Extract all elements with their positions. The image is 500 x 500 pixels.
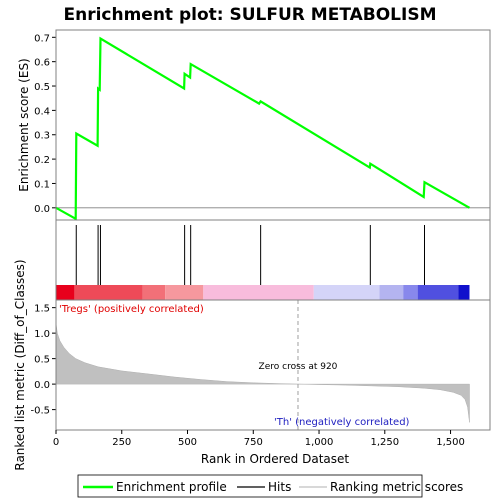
color-bar-segment <box>403 285 418 300</box>
x-axis-label: Rank in Ordered Dataset <box>201 452 349 466</box>
x-tick-label: 500 <box>178 437 197 448</box>
color-bar-segment <box>142 285 166 300</box>
color-bar-segment <box>417 285 459 300</box>
x-tick-label: 0 <box>53 437 59 448</box>
color-bar-segment <box>74 285 143 300</box>
x-tick-label: 1,250 <box>370 437 399 448</box>
legend-box <box>77 474 423 498</box>
es-y-tick-label: 0.3 <box>34 131 50 142</box>
es-y-tick-label: 0.7 <box>34 33 50 44</box>
color-bar-segment <box>458 285 470 300</box>
negative-class-label: 'Th' (negatively correlated) <box>274 417 410 428</box>
legend-hits-label: Hits <box>268 480 291 494</box>
es-y-tick-label: 0.4 <box>34 106 50 117</box>
metric-y-tick-label: -0.5 <box>30 406 50 417</box>
es-y-tick-label: 0.2 <box>34 155 50 166</box>
legend-enrichment-profile-label: Enrichment profile <box>116 480 227 494</box>
x-tick-label: 250 <box>112 437 131 448</box>
metric-y-tick-label: 1.0 <box>34 329 50 340</box>
x-tick-label: 1,500 <box>436 437 465 448</box>
legend-ranking-metric-label: Ranking metric scores <box>330 480 463 494</box>
metric-panel-frame <box>55 299 491 431</box>
es-y-tick-label: 0.5 <box>34 82 50 93</box>
legend: Enrichment profile Hits Ranking metric s… <box>77 474 463 498</box>
color-bar-segment <box>203 285 314 300</box>
chart-title: Enrichment plot: SULFUR METABOLISM <box>63 5 436 25</box>
enrichment-profile-line <box>55 36 471 221</box>
es-panel: 0.0 0.1 0.2 0.3 0.4 0.5 0.6 0.7 Enrichment scor… <box>17 29 491 221</box>
color-bar-segment <box>165 285 204 300</box>
x-tick-label: 750 <box>244 437 263 448</box>
color-bar-segment <box>56 285 75 300</box>
es-y-tick-label: 0.0 <box>34 204 50 215</box>
color-bar-segment <box>379 285 404 300</box>
metric-y-axis-label: Ranked list metric (Diff_of_Classes) <box>13 259 27 470</box>
es-y-tick-label: 0.1 <box>34 179 50 190</box>
metric-y-tick-label: 1.5 <box>34 304 50 315</box>
es-y-tick-label: 0.6 <box>34 58 50 69</box>
color-bar-segment <box>313 285 380 300</box>
hits-panel <box>55 219 491 301</box>
metric-panel: Zero cross at 920 'Tregs' (positively co… <box>13 259 491 471</box>
x-tick-label: 1,000 <box>305 437 334 448</box>
zero-cross-label: Zero cross at 920 <box>259 362 338 372</box>
es-y-axis-label: Enrichment score (ES) <box>17 58 31 191</box>
ranking-metric-area <box>55 322 470 423</box>
positive-class-label: 'Tregs' (positively correlated) <box>59 304 204 315</box>
metric-y-tick-label: 0.5 <box>34 355 50 366</box>
metric-y-tick-label: 0.0 <box>34 380 50 391</box>
